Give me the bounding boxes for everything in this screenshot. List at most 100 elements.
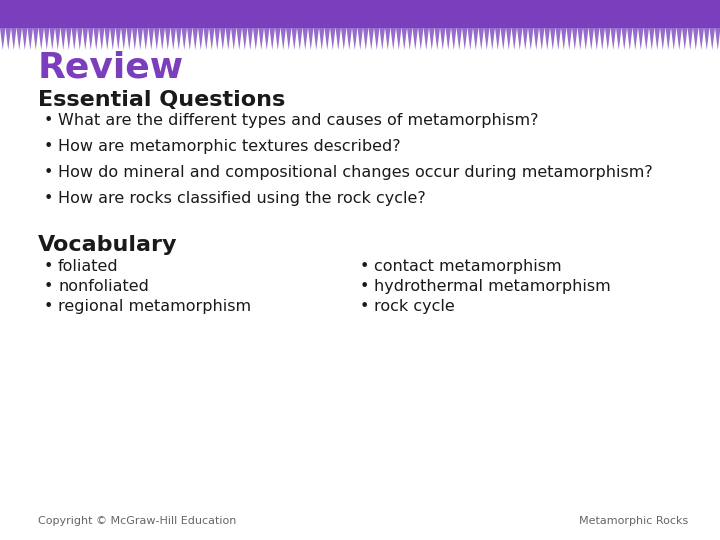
Polygon shape	[88, 28, 94, 50]
Polygon shape	[330, 28, 336, 50]
Polygon shape	[390, 28, 396, 50]
Polygon shape	[55, 28, 60, 50]
Polygon shape	[6, 28, 11, 50]
Polygon shape	[27, 28, 33, 50]
Polygon shape	[682, 28, 688, 50]
Polygon shape	[709, 28, 715, 50]
Polygon shape	[292, 28, 297, 50]
Polygon shape	[413, 28, 418, 50]
Polygon shape	[693, 28, 698, 50]
Text: Vocabulary: Vocabulary	[38, 235, 178, 255]
Polygon shape	[511, 28, 517, 50]
Polygon shape	[275, 28, 281, 50]
Polygon shape	[110, 28, 115, 50]
Polygon shape	[77, 28, 83, 50]
Polygon shape	[209, 28, 215, 50]
Polygon shape	[50, 28, 55, 50]
Polygon shape	[385, 28, 390, 50]
Polygon shape	[539, 28, 544, 50]
Polygon shape	[572, 28, 577, 50]
Polygon shape	[369, 28, 374, 50]
Polygon shape	[99, 28, 104, 50]
Text: •: •	[44, 191, 53, 206]
Polygon shape	[418, 28, 423, 50]
Text: Metamorphic Rocks: Metamorphic Rocks	[579, 516, 688, 526]
Polygon shape	[138, 28, 143, 50]
Polygon shape	[649, 28, 654, 50]
Polygon shape	[611, 28, 616, 50]
Polygon shape	[621, 28, 627, 50]
Bar	[0, 0, 720, 28]
Polygon shape	[561, 28, 567, 50]
Polygon shape	[308, 28, 313, 50]
Polygon shape	[302, 28, 308, 50]
Polygon shape	[11, 28, 17, 50]
Polygon shape	[638, 28, 644, 50]
Polygon shape	[379, 28, 385, 50]
Polygon shape	[269, 28, 275, 50]
Polygon shape	[506, 28, 511, 50]
Text: •: •	[360, 259, 369, 274]
Text: •: •	[360, 299, 369, 314]
Polygon shape	[577, 28, 583, 50]
Polygon shape	[22, 28, 27, 50]
Polygon shape	[407, 28, 413, 50]
Text: foliated: foliated	[58, 259, 119, 274]
Polygon shape	[94, 28, 99, 50]
Polygon shape	[231, 28, 236, 50]
Polygon shape	[677, 28, 682, 50]
Polygon shape	[473, 28, 479, 50]
Polygon shape	[423, 28, 429, 50]
Polygon shape	[402, 28, 407, 50]
Polygon shape	[66, 28, 71, 50]
Polygon shape	[264, 28, 269, 50]
Polygon shape	[236, 28, 242, 50]
Polygon shape	[556, 28, 561, 50]
Polygon shape	[171, 28, 176, 50]
Polygon shape	[71, 28, 77, 50]
Polygon shape	[567, 28, 572, 50]
Text: How are rocks classified using the rock cycle?: How are rocks classified using the rock …	[58, 191, 426, 206]
Polygon shape	[627, 28, 632, 50]
Polygon shape	[698, 28, 704, 50]
Text: •: •	[44, 259, 53, 274]
Polygon shape	[660, 28, 665, 50]
Polygon shape	[358, 28, 363, 50]
Polygon shape	[544, 28, 550, 50]
Polygon shape	[500, 28, 506, 50]
Polygon shape	[38, 28, 44, 50]
Polygon shape	[165, 28, 171, 50]
Polygon shape	[429, 28, 434, 50]
Polygon shape	[374, 28, 379, 50]
Polygon shape	[462, 28, 467, 50]
Polygon shape	[517, 28, 523, 50]
Polygon shape	[148, 28, 154, 50]
Polygon shape	[594, 28, 600, 50]
Polygon shape	[187, 28, 192, 50]
Polygon shape	[523, 28, 528, 50]
Text: •: •	[44, 279, 53, 294]
Polygon shape	[220, 28, 225, 50]
Polygon shape	[33, 28, 38, 50]
Polygon shape	[181, 28, 187, 50]
Text: Copyright © McGraw-Hill Education: Copyright © McGraw-Hill Education	[38, 516, 236, 526]
Polygon shape	[215, 28, 220, 50]
Polygon shape	[605, 28, 611, 50]
Polygon shape	[446, 28, 451, 50]
Polygon shape	[17, 28, 22, 50]
Polygon shape	[434, 28, 440, 50]
Polygon shape	[588, 28, 594, 50]
Polygon shape	[336, 28, 341, 50]
Polygon shape	[104, 28, 110, 50]
Text: •: •	[44, 139, 53, 154]
Polygon shape	[204, 28, 209, 50]
Polygon shape	[313, 28, 319, 50]
Text: regional metamorphism: regional metamorphism	[58, 299, 251, 314]
Polygon shape	[616, 28, 621, 50]
Text: contact metamorphism: contact metamorphism	[374, 259, 562, 274]
Polygon shape	[665, 28, 671, 50]
Polygon shape	[248, 28, 253, 50]
Polygon shape	[352, 28, 358, 50]
Text: Review: Review	[38, 50, 184, 84]
Polygon shape	[286, 28, 292, 50]
